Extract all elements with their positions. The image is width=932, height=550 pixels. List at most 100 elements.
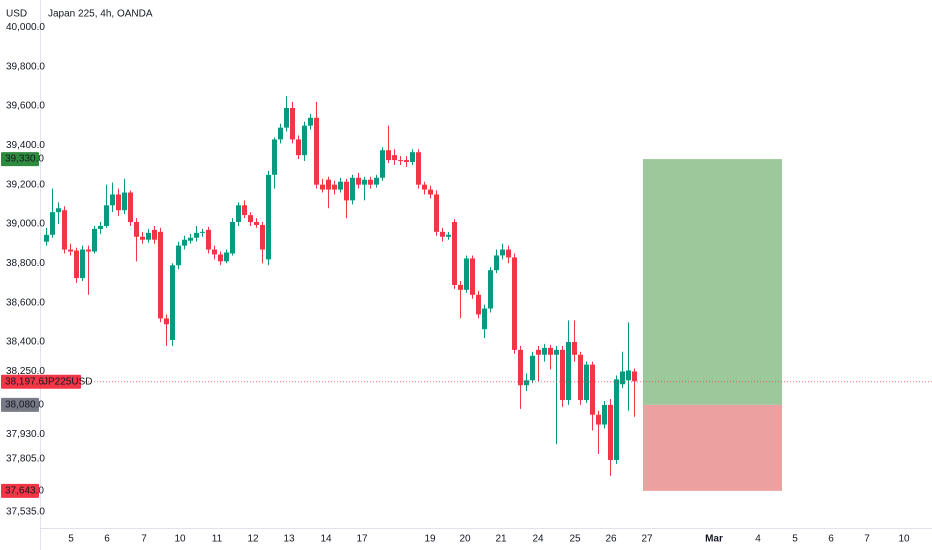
x-tick-label: 19 bbox=[424, 534, 436, 545]
candle-body bbox=[320, 184, 325, 190]
candle-body bbox=[332, 184, 337, 190]
candle-body bbox=[512, 257, 517, 350]
entry-price-label: 38,080.0 bbox=[5, 400, 44, 411]
chart-title: Japan 225, 4h, OANDA bbox=[48, 9, 153, 20]
candle-body bbox=[284, 107, 289, 128]
candle-body bbox=[608, 404, 613, 460]
candle-body bbox=[440, 231, 445, 237]
current-price-label: 38,197.6 bbox=[5, 376, 44, 387]
x-tick-label: 13 bbox=[283, 534, 295, 545]
candle-body bbox=[422, 184, 427, 190]
x-tick-label: 6 bbox=[828, 534, 834, 545]
candle-body bbox=[218, 254, 223, 262]
candle-body bbox=[482, 308, 487, 330]
candle-body bbox=[296, 139, 301, 156]
candle-body bbox=[164, 318, 169, 325]
candle-body bbox=[158, 231, 163, 319]
target-price-label-bg bbox=[1, 152, 39, 167]
candle-body bbox=[404, 160, 409, 163]
candle-body bbox=[200, 231, 205, 233]
candle-body bbox=[554, 349, 559, 355]
candle-body bbox=[398, 160, 403, 162]
y-tick-label: 39,000.0 bbox=[6, 219, 45, 230]
candle-body bbox=[176, 245, 181, 266]
x-tick-label: 25 bbox=[569, 534, 581, 545]
candle-body bbox=[530, 355, 535, 381]
candle-body bbox=[392, 155, 397, 161]
x-tick-label: 12 bbox=[247, 534, 259, 545]
x-tick-label: Mar bbox=[705, 534, 723, 545]
candle-body bbox=[302, 125, 307, 156]
candle-body bbox=[338, 181, 343, 190]
candle-body bbox=[308, 117, 313, 126]
candle-body bbox=[632, 371, 637, 382]
candle-body bbox=[464, 258, 469, 290]
stop-price-label-bg bbox=[1, 483, 39, 498]
x-tick-label: 27 bbox=[641, 534, 653, 545]
candle-body bbox=[194, 232, 199, 238]
x-tick-label: 26 bbox=[605, 534, 617, 545]
candle-body bbox=[356, 177, 361, 185]
candle-body bbox=[290, 107, 295, 140]
x-tick-label: 7 bbox=[141, 534, 147, 545]
candle-body bbox=[566, 341, 571, 400]
candle-body bbox=[212, 249, 217, 255]
candle-body bbox=[272, 139, 277, 175]
candle-body bbox=[458, 284, 463, 290]
x-tick-label: 24 bbox=[532, 534, 544, 545]
y-tick-label: 39,200.0 bbox=[6, 179, 45, 190]
candle-body bbox=[236, 205, 241, 223]
candle-body bbox=[614, 379, 619, 460]
candle-body bbox=[110, 194, 115, 206]
plot-area bbox=[40, 96, 932, 491]
candle-body bbox=[86, 249, 91, 252]
candle-body bbox=[98, 225, 103, 229]
y-tick-label: 39,800.0 bbox=[6, 61, 45, 72]
candle-body bbox=[128, 192, 133, 223]
candle-body bbox=[626, 370, 631, 381]
candle-body bbox=[350, 177, 355, 201]
current-price-label-bg bbox=[1, 374, 81, 389]
x-tick-label: 5 bbox=[68, 534, 74, 545]
candle-body bbox=[524, 380, 529, 386]
candle-body bbox=[230, 222, 235, 254]
candle-body bbox=[584, 364, 589, 400]
candle-body bbox=[368, 179, 373, 185]
candle-body bbox=[248, 215, 253, 223]
x-tick-label: 10 bbox=[898, 534, 910, 545]
candle-body bbox=[476, 294, 481, 315]
candle-body bbox=[428, 189, 433, 195]
candle-body bbox=[560, 349, 565, 400]
candle-body bbox=[506, 249, 511, 258]
candle-body bbox=[620, 371, 625, 385]
candle-body bbox=[374, 177, 379, 185]
candle-body bbox=[410, 152, 415, 163]
y-tick-label: 38,250.0 bbox=[6, 366, 45, 377]
candle-body bbox=[326, 179, 331, 190]
candle-body bbox=[140, 236, 145, 240]
candle-body bbox=[170, 265, 175, 341]
candle-body bbox=[116, 194, 121, 211]
candle-body bbox=[56, 208, 61, 213]
candle-body bbox=[548, 347, 553, 355]
y-tick-label: 39,600.0 bbox=[6, 101, 45, 112]
candle-body bbox=[452, 222, 457, 285]
candle-body bbox=[266, 174, 271, 260]
candle-body bbox=[572, 341, 577, 355]
x-tick-label: 5 bbox=[792, 534, 798, 545]
candle-body bbox=[590, 364, 595, 415]
candle-body bbox=[68, 249, 73, 252]
y-tick-label: 37,535.0 bbox=[6, 507, 45, 518]
candle-body bbox=[578, 354, 583, 400]
candle-body bbox=[386, 150, 391, 161]
y-tick-label: 38,600.0 bbox=[6, 297, 45, 308]
y-tick-label: 37,930.0 bbox=[6, 429, 45, 440]
candle-body bbox=[518, 349, 523, 386]
candle-body bbox=[542, 347, 547, 355]
candle-body bbox=[416, 152, 421, 185]
candle-body bbox=[434, 194, 439, 232]
candle-body bbox=[500, 249, 505, 256]
entry-price-label-bg bbox=[1, 397, 39, 412]
currency-label: USD bbox=[6, 9, 27, 20]
